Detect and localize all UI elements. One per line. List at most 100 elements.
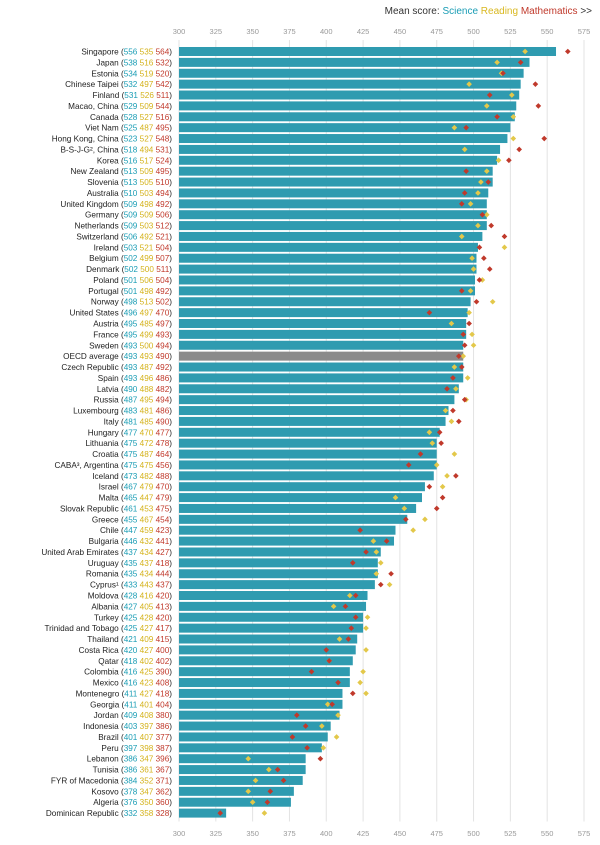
mathematics-score: 418 (156, 559, 170, 568)
mathematics-score: 454 (156, 515, 170, 524)
country-name: Chinese Taipei ( (65, 80, 124, 89)
country-name: Mexico ( (93, 679, 124, 688)
row-label: Cyprus¹ (433 443 437) (90, 581, 172, 590)
reading-marker (439, 483, 446, 490)
reading-marker (401, 505, 408, 512)
science-score: 528 (124, 113, 138, 122)
reading-score: 503 (140, 222, 154, 231)
reading-score: 347 (140, 755, 154, 764)
row-label: Kosovo (378 347 362) (91, 787, 172, 796)
paren: ) (169, 167, 172, 176)
paren: ) (169, 91, 172, 100)
row-label: Ireland (503 521 504) (94, 243, 173, 252)
science-bar (179, 699, 343, 709)
mathematics-marker (486, 92, 493, 98)
mathematics-marker (403, 516, 409, 523)
row-label: Georgia (411 401 404) (90, 700, 172, 709)
country-name: Kosovo ( (91, 787, 124, 796)
science-bar (179, 308, 468, 318)
science-bar (179, 406, 449, 416)
country-name: Jordan ( (94, 711, 124, 720)
paren: ) (169, 189, 172, 198)
science-bar (179, 57, 530, 67)
paren: ) (169, 428, 172, 437)
reading-marker (448, 320, 455, 327)
science-bar (179, 123, 511, 133)
paren: ) (169, 113, 172, 122)
science-score: 509 (124, 211, 138, 220)
reading-score: 495 (140, 396, 154, 405)
mathematics-marker (417, 451, 424, 457)
mathematics-marker (357, 527, 363, 534)
science-score: 501 (124, 276, 138, 285)
science-bar (179, 351, 464, 361)
reading-score: 470 (140, 428, 154, 437)
legend-more-link[interactable]: >> (580, 6, 592, 17)
row-label: Lebanon (386 347 396) (87, 755, 172, 764)
reading-marker (429, 440, 436, 446)
mathematics-score: 521 (156, 232, 170, 241)
science-bar (179, 253, 477, 263)
reading-marker (453, 385, 459, 392)
science-bar (179, 547, 381, 557)
mathematics-score: 377 (156, 733, 170, 742)
country-name: Costa Rica ( (79, 646, 124, 655)
paren: ) (169, 494, 172, 503)
science-bar (179, 808, 227, 818)
reading-marker (448, 418, 455, 425)
reading-score: 535 (140, 48, 154, 57)
science-bar (179, 177, 493, 187)
country-name: Latvia ( (97, 385, 124, 394)
paren: ) (169, 80, 172, 89)
reading-score: 408 (140, 711, 154, 720)
reading-marker (249, 799, 256, 806)
country-name: Slovak Republic ( (60, 504, 124, 513)
mathematics-score: 371 (156, 776, 170, 785)
paren: ) (169, 689, 172, 698)
x-tick-label-top: 450 (394, 27, 407, 36)
science-bar (179, 395, 455, 405)
science-score: 403 (124, 722, 138, 731)
mathematics-marker (352, 592, 359, 599)
science-bar (179, 493, 422, 503)
reading-score: 506 (140, 276, 154, 285)
reading-marker (522, 48, 528, 55)
country-name: FYR of Macedonia ( (51, 776, 124, 785)
paren: ) (169, 624, 172, 633)
country-name: Lithuania ( (85, 439, 124, 448)
paren: ) (169, 211, 172, 220)
reading-score: 487 (140, 450, 154, 459)
reading-score: 481 (140, 407, 154, 416)
row-label: Tunisia (386 361 367) (93, 766, 173, 775)
legend-mathematics: Mathematics (520, 6, 578, 17)
science-bar (179, 134, 508, 144)
paren: ) (169, 526, 172, 535)
reading-score: 496 (140, 374, 154, 383)
reading-marker (347, 592, 353, 599)
row-label: Belgium (502 499 507) (89, 254, 172, 263)
science-score: 384 (124, 776, 138, 785)
reading-score: 398 (140, 744, 154, 753)
mathematics-marker (335, 679, 341, 686)
country-name: Belgium ( (89, 254, 124, 263)
mathematics-marker (383, 538, 390, 544)
mathematics-score: 479 (156, 494, 170, 503)
mathematics-marker (456, 418, 462, 425)
mathematics-marker (433, 505, 440, 512)
science-score: 477 (124, 428, 138, 437)
reading-marker (261, 810, 268, 816)
reading-marker (451, 451, 458, 457)
paren: ) (169, 787, 172, 796)
country-name: Dominican Republic ( (46, 809, 124, 818)
science-bar (179, 460, 437, 470)
reading-score: 516 (140, 58, 154, 67)
science-bar (179, 144, 501, 154)
row-label: Moldova (428 416 420) (88, 592, 173, 601)
mathematics-marker (352, 614, 359, 621)
science-score: 534 (124, 69, 138, 78)
science-bar (179, 329, 467, 339)
paren: ) (169, 265, 172, 274)
country-name: Norway ( (91, 298, 124, 307)
science-score: 523 (124, 135, 138, 144)
row-label: Slovak Republic (461 453 475) (60, 504, 172, 513)
